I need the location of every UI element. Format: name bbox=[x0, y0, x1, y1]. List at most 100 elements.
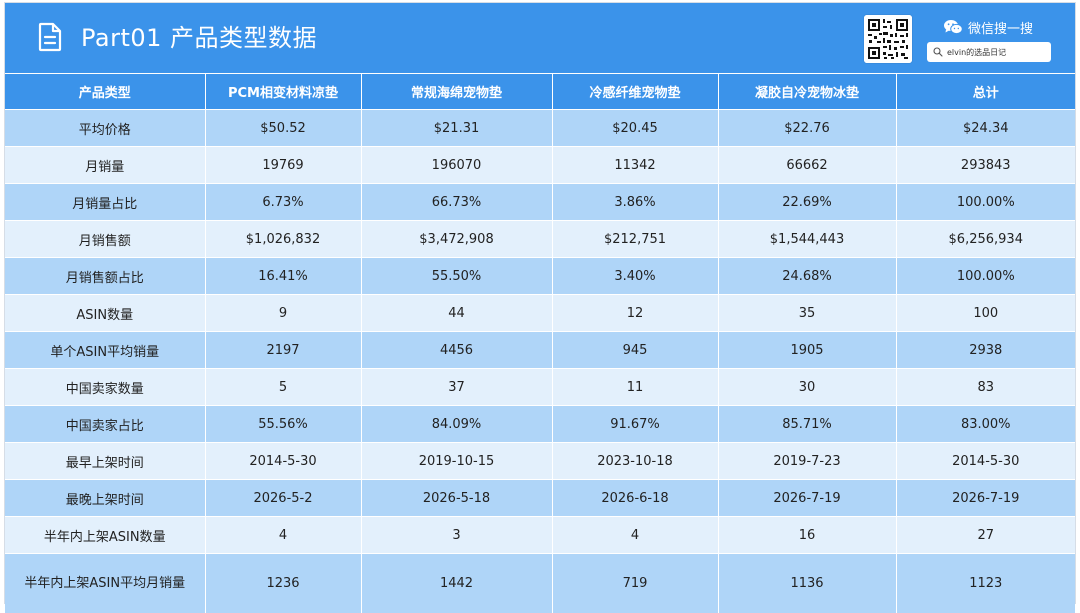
page-title: Part01 产品类型数据 bbox=[81, 20, 317, 56]
header-foam-pet-pad: 常规海绵宠物垫 bbox=[361, 74, 552, 110]
table-cell: 16.41% bbox=[205, 258, 361, 295]
table-cell: 84.09% bbox=[361, 406, 552, 443]
table-cell: 1136 bbox=[718, 554, 896, 613]
table-cell: $212,751 bbox=[552, 221, 718, 258]
table-cell: 100.00% bbox=[896, 258, 1075, 295]
table-cell: 2019-10-15 bbox=[361, 443, 552, 480]
table-cell: 91.67% bbox=[552, 406, 718, 443]
row-label: 月销量占比 bbox=[5, 184, 205, 221]
wechat-icon bbox=[943, 19, 963, 35]
search-input[interactable]: elvin的选品日记 bbox=[927, 42, 1051, 62]
row-label: 最早上架时间 bbox=[5, 443, 205, 480]
table-cell: 27 bbox=[896, 517, 1075, 554]
table-cell: 11 bbox=[552, 369, 718, 406]
table-cell: $1,026,832 bbox=[205, 221, 361, 258]
table-row: 单个ASIN平均销量 2197 4456 945 1905 2938 bbox=[5, 332, 1075, 369]
table-cell: 44 bbox=[361, 295, 552, 332]
table-cell: 2026-7-19 bbox=[718, 480, 896, 517]
table-row: 月销售额 $1,026,832 $3,472,908 $212,751 $1,5… bbox=[5, 221, 1075, 258]
table-header-row: 产品类型 PCM相变材料凉垫 常规海绵宠物垫 冷感纤维宠物垫 凝胶自冷宠物冰垫 … bbox=[5, 74, 1075, 110]
table-cell: 4456 bbox=[361, 332, 552, 369]
header-pcm-cooling-pad: PCM相变材料凉垫 bbox=[205, 74, 361, 110]
product-type-table: 产品类型 PCM相变材料凉垫 常规海绵宠物垫 冷感纤维宠物垫 凝胶自冷宠物冰垫 … bbox=[5, 74, 1075, 613]
table-cell: 22.69% bbox=[718, 184, 896, 221]
table-cell: $24.34 bbox=[896, 110, 1075, 147]
table-row: 半年内上架ASIN数量 4 3 4 16 27 bbox=[5, 517, 1075, 554]
table-cell: 3 bbox=[361, 517, 552, 554]
table-cell: 4 bbox=[552, 517, 718, 554]
slide-frame: Part01 产品类型数据 bbox=[4, 2, 1076, 604]
table-row: 半年内上架ASIN平均月销量 1236 1442 719 1136 1123 bbox=[5, 554, 1075, 613]
document-icon bbox=[36, 22, 64, 52]
table-cell: 66662 bbox=[718, 147, 896, 184]
table-cell: 6.73% bbox=[205, 184, 361, 221]
table-cell: 85.71% bbox=[718, 406, 896, 443]
table-cell: 35 bbox=[718, 295, 896, 332]
table-row: 中国卖家占比 55.56% 84.09% 91.67% 85.71% 83.00… bbox=[5, 406, 1075, 443]
table-cell: 2026-6-18 bbox=[552, 480, 718, 517]
header-total: 总计 bbox=[896, 74, 1075, 110]
table-cell: 1442 bbox=[361, 554, 552, 613]
row-label: 单个ASIN平均销量 bbox=[5, 332, 205, 369]
row-label: 中国卖家占比 bbox=[5, 406, 205, 443]
table-cell: 37 bbox=[361, 369, 552, 406]
table-cell: 2023-10-18 bbox=[552, 443, 718, 480]
table-cell: 5 bbox=[205, 369, 361, 406]
row-label: 月销售额占比 bbox=[5, 258, 205, 295]
table-row: 中国卖家数量 5 37 11 30 83 bbox=[5, 369, 1075, 406]
search-icon bbox=[933, 47, 943, 57]
table-cell: 11342 bbox=[552, 147, 718, 184]
table-cell: 24.68% bbox=[718, 258, 896, 295]
table-cell: 83.00% bbox=[896, 406, 1075, 443]
table-row: ASIN数量 9 44 12 35 100 bbox=[5, 295, 1075, 332]
table-cell: 2026-5-18 bbox=[361, 480, 552, 517]
table-cell: 2938 bbox=[896, 332, 1075, 369]
search-value: elvin的选品日记 bbox=[947, 47, 1006, 58]
row-label: 半年内上架ASIN平均月销量 bbox=[5, 554, 205, 613]
qr-code-icon[interactable] bbox=[864, 15, 912, 63]
row-label: 最晚上架时间 bbox=[5, 480, 205, 517]
table-cell: 2019-7-23 bbox=[718, 443, 896, 480]
header-gel-cooling-pet-pad: 凝胶自冷宠物冰垫 bbox=[718, 74, 896, 110]
table-cell: 2014-5-30 bbox=[896, 443, 1075, 480]
table-cell: 1905 bbox=[718, 332, 896, 369]
row-label: 平均价格 bbox=[5, 110, 205, 147]
table-cell: 16 bbox=[718, 517, 896, 554]
table-cell: $3,472,908 bbox=[361, 221, 552, 258]
header-product-type: 产品类型 bbox=[5, 74, 205, 110]
table-cell: 4 bbox=[205, 517, 361, 554]
table-row: 月销量 19769 196070 11342 66662 293843 bbox=[5, 147, 1075, 184]
table-row: 月销量占比 6.73% 66.73% 3.86% 22.69% 100.00% bbox=[5, 184, 1075, 221]
table-cell: $50.52 bbox=[205, 110, 361, 147]
table-cell: 55.56% bbox=[205, 406, 361, 443]
table-cell: 30 bbox=[718, 369, 896, 406]
table-cell: $1,544,443 bbox=[718, 221, 896, 258]
table-cell: 2026-5-2 bbox=[205, 480, 361, 517]
table-cell: 2197 bbox=[205, 332, 361, 369]
table-cell: 3.86% bbox=[552, 184, 718, 221]
table-cell: 100.00% bbox=[896, 184, 1075, 221]
table-row: 平均价格 $50.52 $21.31 $20.45 $22.76 $24.34 bbox=[5, 110, 1075, 147]
table-cell: $20.45 bbox=[552, 110, 718, 147]
table-row: 月销售额占比 16.41% 55.50% 3.40% 24.68% 100.00… bbox=[5, 258, 1075, 295]
table-cell: 19769 bbox=[205, 147, 361, 184]
row-label: 半年内上架ASIN数量 bbox=[5, 517, 205, 554]
table-row: 最早上架时间 2014-5-30 2019-10-15 2023-10-18 2… bbox=[5, 443, 1075, 480]
table-cell: 2026-7-19 bbox=[896, 480, 1075, 517]
table-cell: $21.31 bbox=[361, 110, 552, 147]
table-cell: 66.73% bbox=[361, 184, 552, 221]
header-bar: Part01 产品类型数据 bbox=[5, 3, 1075, 73]
table-cell: 945 bbox=[552, 332, 718, 369]
table-cell: 55.50% bbox=[361, 258, 552, 295]
wechat-search-text: 微信搜一搜 bbox=[968, 18, 1033, 37]
row-label: 月销量 bbox=[5, 147, 205, 184]
row-label: 中国卖家数量 bbox=[5, 369, 205, 406]
table-cell: 719 bbox=[552, 554, 718, 613]
table-cell: $6,256,934 bbox=[896, 221, 1075, 258]
table-cell: 1123 bbox=[896, 554, 1075, 613]
table-cell: 9 bbox=[205, 295, 361, 332]
wechat-search-label: 微信搜一搜 bbox=[943, 17, 1033, 37]
row-label: ASIN数量 bbox=[5, 295, 205, 332]
table-cell: 83 bbox=[896, 369, 1075, 406]
table-cell: 12 bbox=[552, 295, 718, 332]
